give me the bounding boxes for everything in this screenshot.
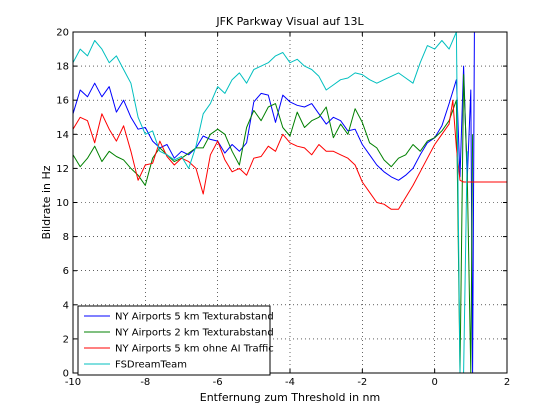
x-tick-label: -2: [357, 377, 367, 388]
legend-label: FSDreamTeam: [115, 360, 187, 371]
x-tick-label: -8: [140, 377, 150, 388]
y-tick-label: 0: [63, 369, 69, 380]
y-tick-label: 2: [63, 334, 69, 345]
x-tick-label: -6: [213, 377, 223, 388]
y-tick-label: 4: [63, 300, 69, 311]
y-tick-label: 20: [56, 28, 69, 39]
y-tick-label: 8: [63, 232, 69, 243]
series-line-3: [72, 99, 507, 210]
series-line-2: [72, 74, 474, 374]
x-tick-label: -10: [65, 377, 81, 388]
x-tick-label: 2: [504, 377, 510, 388]
x-tick-label: -4: [285, 377, 295, 388]
y-axis-label: Bildrate in Hz: [40, 165, 53, 239]
legend-label: NY Airports 2 km Texturabstand: [115, 328, 274, 339]
chart-title: JFK Parkway Visual auf 13L: [215, 15, 364, 28]
x-axis-label: Entfernung zum Threshold in nm: [200, 391, 380, 404]
series-line-4: [72, 31, 468, 374]
legend: NY Airports 5 km Texturabstand NY Airport…: [77, 305, 274, 376]
legend-label: NY Airports 5 km Texturabstand: [115, 312, 274, 323]
y-tick-label: 16: [56, 96, 69, 107]
series-lines: [72, 31, 507, 374]
x-tick-label: 0: [431, 377, 437, 388]
y-tick-label: 14: [56, 130, 69, 141]
legend-label: NY Airports 5 km ohne AI Traffic: [115, 344, 274, 355]
y-tick-label: 18: [56, 62, 69, 73]
y-tick-label: 12: [56, 164, 69, 175]
y-tick-label: 10: [56, 198, 69, 209]
y-tick-label: 6: [63, 266, 69, 277]
